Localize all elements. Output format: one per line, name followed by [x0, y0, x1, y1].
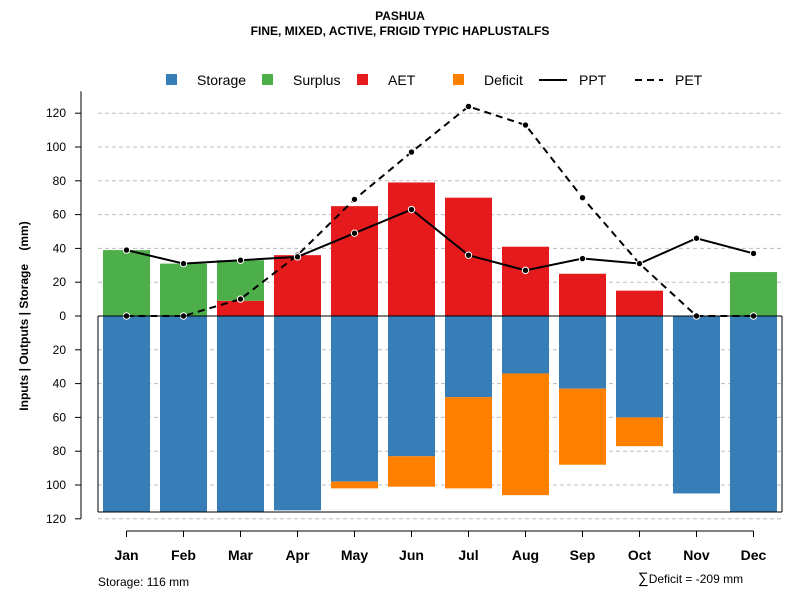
x-tick-label-apr: Apr — [285, 547, 310, 563]
pet-point-jul — [464, 102, 473, 111]
ppt-point-apr — [293, 253, 302, 261]
legend-storage-label: Storage — [197, 72, 246, 88]
ppt-line — [126, 208, 754, 272]
pet-point-mar — [236, 295, 245, 303]
ppt-point-feb — [179, 259, 188, 268]
aet-bar-sep — [559, 273, 606, 316]
pet-point-sep — [578, 194, 587, 202]
x-tick-label-mar: Mar — [228, 547, 253, 563]
ppt-point-sep — [578, 254, 587, 263]
deficit-bar-jul — [445, 397, 492, 489]
ppt-point-dec — [749, 249, 758, 258]
y-tick-label: 20 — [53, 343, 67, 357]
storage-bar-feb — [160, 316, 207, 513]
y-tick-label: 120 — [46, 512, 66, 526]
legend-deficit-label: Deficit — [484, 72, 523, 88]
deficit-bar-may — [331, 481, 378, 489]
pet-point-jun — [407, 148, 416, 156]
y-tick-label: 100 — [46, 140, 66, 154]
aet-bar-mar — [217, 300, 264, 316]
deficit-bar-sep — [559, 388, 606, 465]
ppt-point-mar — [236, 256, 245, 264]
x-tick-label-jan: Jan — [114, 547, 138, 563]
y-tick-label: 60 — [53, 208, 67, 222]
y-tick-label: 60 — [53, 410, 67, 424]
y-tick-label: 80 — [53, 174, 67, 188]
x-tick-label-dec: Dec — [741, 547, 767, 563]
legend: Storage Surplus AET Deficit PPT PET — [166, 72, 703, 88]
storage-bar-jul — [445, 316, 492, 398]
pet-line — [126, 105, 754, 317]
ppt-point-nov — [692, 234, 701, 242]
gridlines — [98, 112, 782, 520]
y-tick-label: 20 — [53, 275, 67, 289]
x-tick-label-may: May — [341, 547, 368, 563]
storage-bar-dec — [730, 316, 777, 513]
y-tick-label: 40 — [53, 241, 67, 255]
chart-subtitle: FINE, MIXED, ACTIVE, FRIGID TYPIC HAPLUS… — [250, 24, 550, 38]
ppt-point-may — [350, 229, 359, 237]
storage-note: Storage: 116 mm — [98, 575, 190, 589]
chart-title: PASHUA — [375, 9, 425, 23]
storage-bar-jan — [103, 316, 150, 513]
y-axis-label: Inputs | Outputs | Storage (mm) — [17, 221, 31, 410]
storage-bar-nov — [673, 316, 720, 494]
ppt-point-oct — [635, 259, 644, 268]
legend-pet-label: PET — [675, 72, 703, 88]
storage-bar-jun — [388, 316, 435, 457]
bars — [103, 182, 777, 513]
ppt-point-aug — [521, 266, 530, 275]
x-tick-label-aug: Aug — [512, 547, 539, 563]
axes: 120 100 80 60 40 20 0 20 40 60 80 100 120 Inputs | Ou… — [17, 91, 783, 563]
lines — [122, 102, 758, 320]
ppt-point-jan — [122, 246, 131, 254]
surplus-bar-jan — [103, 250, 150, 316]
x-tick-label-nov: Nov — [683, 547, 710, 563]
y-tick-label: 40 — [53, 377, 67, 391]
aet-bar-jun — [388, 182, 435, 316]
y-tick-label: 120 — [46, 106, 66, 120]
deficit-value: Deficit = -209 mm — [648, 572, 744, 586]
pet-point-may — [350, 195, 359, 204]
legend-aet-label: AET — [388, 72, 416, 88]
sum-icon: ∑ — [638, 570, 649, 587]
deficit-bar-aug — [502, 373, 549, 496]
storage-bar-oct — [616, 316, 663, 418]
ppt-point-jun — [407, 205, 416, 214]
legend-aet-swatch — [357, 74, 368, 85]
x-tick-label-feb: Feb — [171, 547, 196, 563]
legend-ppt-label: PPT — [579, 72, 607, 88]
deficit-note: ∑Deficit = -209 mm — [638, 570, 743, 587]
storage-bar-sep — [559, 316, 606, 389]
y-tick-label: 80 — [53, 444, 67, 458]
x-tick-label-jun: Jun — [399, 547, 424, 563]
pet-point-aug — [521, 121, 530, 129]
y-tick-label: 100 — [46, 478, 66, 492]
storage-bar-mar — [217, 316, 264, 513]
aet-bar-may — [331, 206, 378, 316]
storage-bar-aug — [502, 316, 549, 374]
ppt-point-jul — [464, 251, 473, 259]
surplus-bar-feb — [160, 263, 207, 316]
deficit-bar-oct — [616, 417, 663, 447]
deficit-bar-jun — [388, 456, 435, 487]
aet-bar-apr — [274, 255, 321, 316]
storage-bar-apr — [274, 316, 321, 511]
legend-storage-swatch — [166, 74, 177, 85]
legend-surplus-label: Surplus — [293, 72, 340, 88]
y-tick-label: 0 — [59, 309, 66, 323]
legend-surplus-swatch — [262, 74, 273, 85]
legend-deficit-swatch — [453, 74, 464, 85]
aet-bar-oct — [616, 290, 663, 316]
storage-bar-may — [331, 316, 378, 482]
x-tick-label-jul: Jul — [458, 547, 478, 563]
surplus-bar-mar — [217, 260, 264, 301]
x-tick-label-oct: Oct — [628, 547, 652, 563]
aet-bar-aug — [502, 246, 549, 316]
x-tick-label-sep: Sep — [570, 547, 596, 563]
surplus-bar-dec — [730, 272, 777, 316]
